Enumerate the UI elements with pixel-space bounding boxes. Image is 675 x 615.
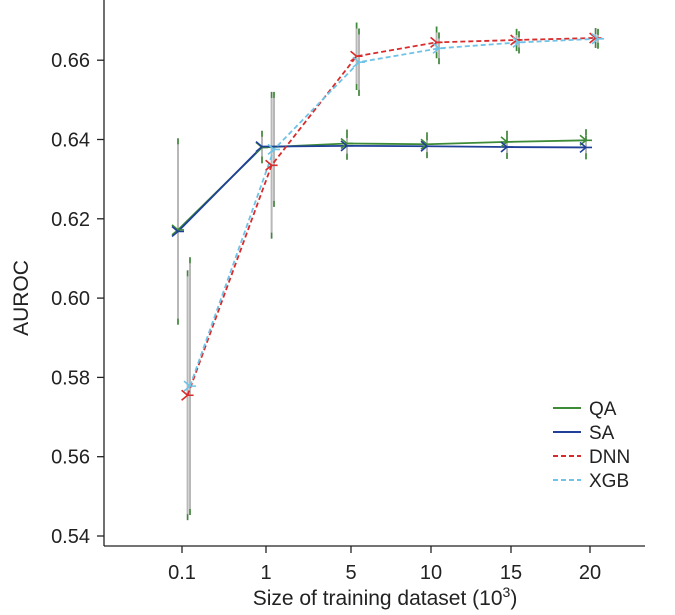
y-tick-label: 0.66 bbox=[51, 50, 90, 72]
y-tick-label: 0.56 bbox=[51, 447, 90, 469]
data-point-mark bbox=[579, 141, 592, 154]
data-point-dnn bbox=[265, 159, 278, 171]
data-point-sa bbox=[500, 141, 513, 153]
series-line-xgb bbox=[189, 37, 599, 387]
data-point-mark bbox=[420, 140, 433, 152]
legend-label-sa: SA bbox=[589, 423, 615, 444]
data-point-mark bbox=[420, 138, 433, 150]
x-axis-label-exponent: 3 bbox=[503, 584, 511, 600]
data-point-mark bbox=[255, 141, 268, 153]
data-point-qa bbox=[500, 136, 513, 148]
data-point-mark bbox=[512, 36, 525, 48]
x-axis-label: Size of training dataset (103) bbox=[253, 584, 518, 610]
data-point-mark bbox=[267, 143, 280, 156]
data-point-qa bbox=[420, 138, 433, 150]
data-point-dnn bbox=[350, 50, 363, 62]
data-point-mark bbox=[430, 36, 443, 48]
data-point-mark bbox=[500, 136, 513, 148]
y-ticks: 0.54 0.56 0.58 0.60 0.62 0.64 0.66 bbox=[51, 50, 104, 548]
series-line-dnn bbox=[186, 37, 596, 396]
y-tick-label: 0.64 bbox=[51, 130, 90, 152]
x-tick-label: 0.1 bbox=[168, 562, 196, 584]
data-point-mark bbox=[340, 137, 353, 150]
series-lines bbox=[177, 37, 599, 396]
x-ticks: 0.1 1 5 10 15 20 bbox=[168, 546, 601, 584]
data-point-qa bbox=[340, 137, 353, 150]
x-tick-label: 15 bbox=[500, 562, 522, 584]
data-point-dnn bbox=[430, 36, 443, 48]
data-point-sa bbox=[579, 141, 592, 154]
data-point-xgb bbox=[432, 42, 445, 54]
data-point-mark bbox=[591, 33, 604, 45]
data-point-dnn bbox=[181, 389, 194, 401]
data-point-mark bbox=[183, 380, 196, 392]
data-point-mark bbox=[171, 224, 184, 236]
data-point-sa bbox=[340, 140, 353, 152]
data-point-xgb bbox=[267, 143, 280, 156]
y-tick-label: 0.54 bbox=[51, 526, 90, 548]
y-tick-label: 0.62 bbox=[51, 209, 90, 231]
data-point-mark bbox=[352, 56, 365, 68]
data-point-mark bbox=[350, 50, 363, 62]
axes bbox=[103, 0, 645, 547]
series-markers bbox=[171, 32, 604, 401]
y-tick-label: 0.60 bbox=[51, 288, 90, 310]
data-point-sa bbox=[420, 140, 433, 152]
data-point-xgb bbox=[512, 36, 525, 48]
x-axis-label-close: ) bbox=[510, 587, 517, 610]
data-point-mark bbox=[171, 225, 184, 238]
x-tick-label: 20 bbox=[579, 562, 601, 584]
legend-label-qa: QA bbox=[589, 399, 617, 420]
y-tick-label: 0.58 bbox=[51, 367, 90, 389]
x-tick-label: 1 bbox=[260, 562, 271, 584]
y-axis-label: AUROC bbox=[10, 260, 33, 336]
data-point-mark bbox=[181, 389, 194, 401]
error-bars bbox=[177, 22, 599, 521]
data-point-mark bbox=[432, 42, 445, 54]
data-point-qa bbox=[171, 224, 184, 236]
x-tick-label: 10 bbox=[420, 562, 442, 584]
data-point-xgb bbox=[183, 380, 196, 392]
data-point-mark bbox=[265, 159, 278, 171]
data-point-mark bbox=[500, 141, 513, 153]
data-point-mark bbox=[340, 140, 353, 152]
legend-label-xgb: XGB bbox=[589, 471, 629, 492]
x-axis-label-main: Size of training dataset (10 bbox=[253, 587, 503, 610]
data-point-xgb bbox=[352, 56, 365, 68]
data-point-xgb bbox=[591, 33, 604, 45]
series-line-qa bbox=[177, 139, 587, 231]
data-point-sa bbox=[255, 141, 268, 153]
data-point-sa bbox=[171, 225, 184, 238]
legend-label-dnn: DNN bbox=[589, 447, 630, 468]
series-line-sa bbox=[177, 144, 587, 233]
x-tick-label: 5 bbox=[345, 562, 356, 584]
legend: QA SA DNN XGB bbox=[553, 399, 630, 492]
